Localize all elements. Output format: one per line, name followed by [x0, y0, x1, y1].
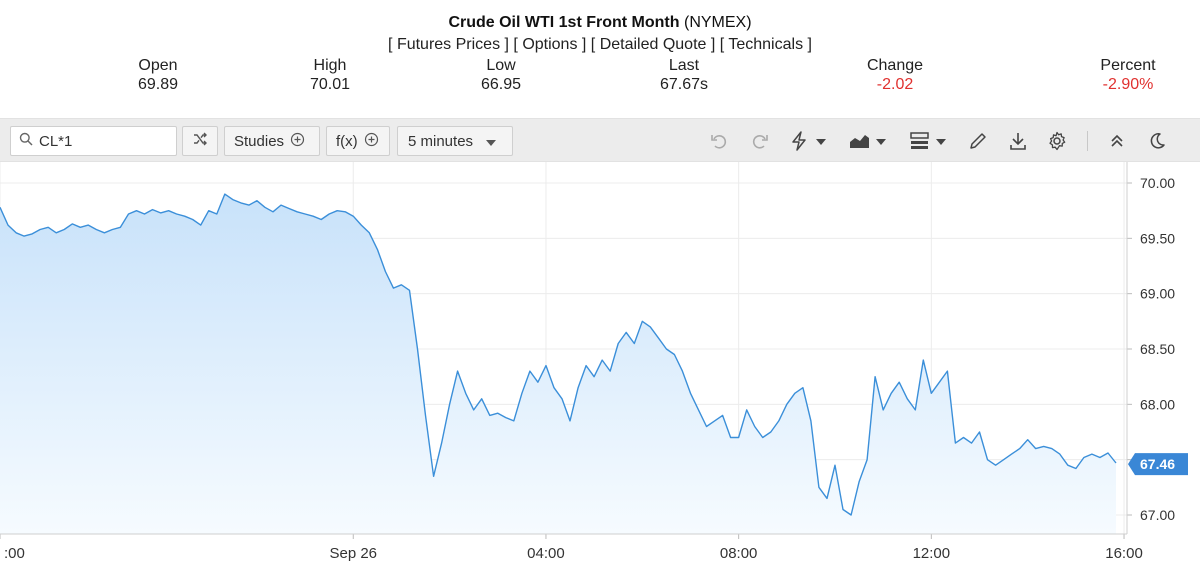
last-price-tag: 67.46 — [1128, 453, 1188, 476]
link-technicals[interactable]: Technicals — [728, 36, 804, 53]
y-tick-label: 68.50 — [1140, 341, 1175, 357]
studies-label: Studies — [234, 132, 285, 150]
quote-links: [ Futures Prices ] [ Options ] [ Detaile… — [388, 36, 812, 53]
functions-label: f(x) — [336, 132, 358, 150]
change-label: Change — [866, 57, 924, 74]
price-area-fill — [0, 194, 1116, 534]
high-label: High — [313, 57, 347, 74]
last-price-tag-label: 67.46 — [1140, 456, 1175, 472]
pencil-icon[interactable] — [968, 131, 988, 151]
x-tick-label: 12:00 — [913, 545, 951, 562]
studies-button[interactable]: Studies — [224, 126, 320, 156]
toolbar-divider — [1087, 131, 1088, 151]
low-label: Low — [486, 57, 516, 74]
interval-label: 5 minutes — [408, 132, 474, 150]
area-chart-icon[interactable] — [848, 131, 886, 151]
instrument-name: Crude Oil WTI 1st Front Month — [448, 14, 680, 31]
open-value: 69.89 — [137, 76, 179, 93]
price-chart[interactable]: 67.0067.5068.0068.5069.0069.5070.00:00Se… — [0, 162, 1200, 564]
symbol-input[interactable]: CL*1 — [39, 132, 73, 150]
compare-button[interactable] — [182, 126, 218, 156]
quote-low: Low 66.95 — [466, 57, 536, 94]
link-detailed-quote[interactable]: Detailed Quote — [599, 36, 707, 53]
x-tick-label: 08:00 — [720, 545, 758, 562]
x-tick-label: 04:00 — [527, 545, 565, 562]
quote-high: High 70.01 — [290, 57, 370, 94]
symbol-search[interactable]: CL*1 — [10, 126, 177, 156]
last-value: 67.67s — [659, 76, 709, 93]
quote-last: Last 67.67s — [646, 57, 722, 94]
quote-percent: Percent -2.90% — [1088, 57, 1168, 94]
collapse-icon[interactable] — [1108, 131, 1126, 151]
exchange-name: (NYMEX) — [683, 14, 752, 31]
x-tick-label: Sep 26 — [329, 545, 377, 562]
quote-header: Crude Oil WTI 1st Front Month (NYMEX) [ … — [0, 0, 1200, 118]
lightning-icon[interactable] — [790, 131, 826, 151]
chart-toolbar: CL*1 Studies f(x) 5 minutes — [0, 118, 1200, 162]
percent-value: -2.90% — [1102, 76, 1154, 93]
open-label: Open — [138, 57, 178, 74]
low-value: 66.95 — [480, 76, 522, 93]
layout-icon[interactable] — [910, 131, 948, 151]
shuffle-icon — [192, 131, 208, 151]
x-tick-label: :00 — [4, 545, 25, 562]
search-icon — [19, 132, 33, 150]
undo-icon[interactable] — [709, 131, 729, 151]
change-value: -2.02 — [876, 76, 914, 93]
percent-label: Percent — [1100, 57, 1156, 74]
chevron-down-icon — [486, 133, 497, 150]
interval-select[interactable]: 5 minutes — [397, 126, 513, 156]
link-options[interactable]: Options — [522, 36, 578, 53]
price-line[interactable] — [0, 193, 1117, 516]
chart-canvas[interactable]: 67.0067.5068.0068.5069.0069.5070.00:00Se… — [0, 162, 1200, 564]
instrument-title: Crude Oil WTI 1st Front Month (NYMEX) — [0, 14, 1200, 32]
high-value: 70.01 — [309, 76, 351, 93]
gear-icon[interactable] — [1047, 131, 1067, 151]
moon-icon[interactable] — [1147, 131, 1167, 151]
download-icon[interactable] — [1008, 131, 1028, 151]
y-tick-label: 68.00 — [1140, 396, 1175, 412]
y-tick-label: 69.00 — [1140, 286, 1175, 302]
y-tick-label: 67.00 — [1140, 507, 1175, 523]
quote-change: Change -2.02 — [855, 57, 935, 94]
x-tick-label: 16:00 — [1105, 545, 1143, 562]
plus-circle-icon — [364, 132, 379, 151]
last-label: Last — [668, 57, 700, 74]
last-price-tag-bg — [1128, 453, 1188, 476]
redo-icon[interactable] — [750, 131, 770, 151]
y-tick-label: 70.00 — [1140, 175, 1175, 191]
functions-button[interactable]: f(x) — [326, 126, 390, 156]
plus-circle-icon — [290, 132, 305, 151]
quote-open: Open 69.89 — [118, 57, 198, 94]
link-futures-prices[interactable]: Futures Prices — [396, 36, 501, 53]
y-tick-label: 69.50 — [1140, 230, 1175, 246]
